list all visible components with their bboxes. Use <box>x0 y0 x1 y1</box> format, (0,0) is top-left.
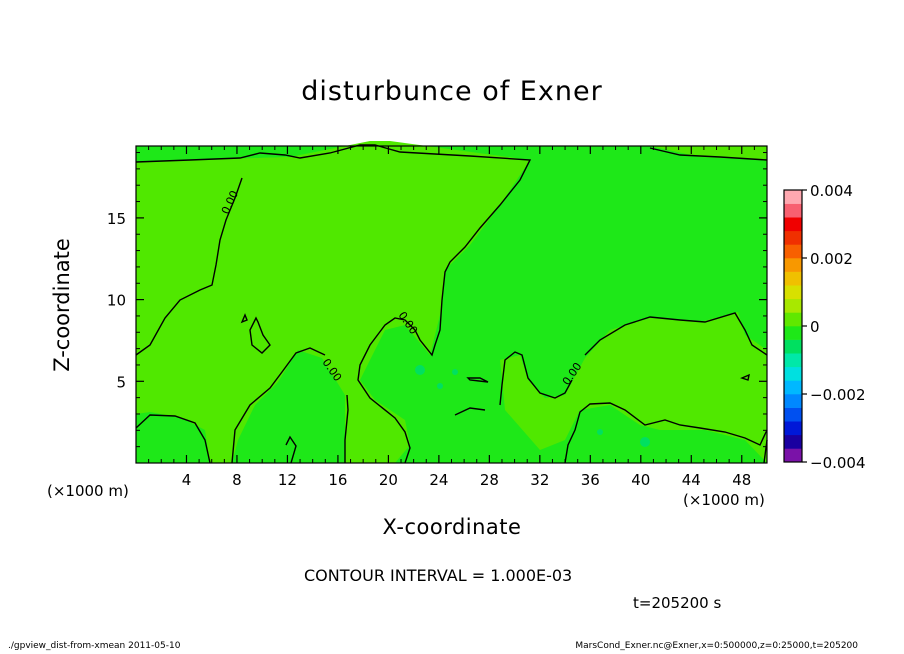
colorbar-swatch <box>784 448 802 463</box>
colorbar-swatch <box>784 421 802 436</box>
x-tick-label: 48 <box>732 471 751 489</box>
time-label: t=205200 s <box>633 594 722 612</box>
field-region-right-top <box>650 146 767 160</box>
x-tick-label: 24 <box>429 471 448 489</box>
colorbar-swatch <box>784 217 802 232</box>
colorbar-swatch <box>784 326 802 340</box>
contour-line <box>249 316 271 354</box>
contour-line <box>240 313 248 324</box>
y-tick-label: 15 <box>107 210 126 228</box>
y-axis-ticks: 5 10 15 <box>107 152 767 448</box>
colorbar-tick-label: −0.004 <box>810 454 866 472</box>
contour-line <box>584 312 768 356</box>
colorbar-tick-label: 0 <box>810 318 820 336</box>
footer-script-info: ./gpview_dist-from-xmean 2011-05-10 <box>8 641 181 651</box>
field-region-right <box>500 312 767 463</box>
colorbar-swatch <box>784 407 802 422</box>
colorbar-swatch <box>784 271 802 286</box>
y-tick-label: 5 <box>116 373 126 391</box>
colorbar-tick-label: −0.002 <box>810 386 866 404</box>
x-unit-label-left: (×1000 m) <box>47 482 129 500</box>
negative-spot <box>415 365 425 375</box>
contour-line <box>564 402 768 464</box>
negative-spot <box>452 369 458 375</box>
contour-interval-label: CONTOUR INTERVAL = 1.000E-03 <box>304 566 573 585</box>
x-tick-label: 28 <box>480 471 499 489</box>
x-tick-label: 40 <box>631 471 650 489</box>
colorbar-swatch <box>784 298 802 313</box>
y-axis-label: Z-coordinate <box>50 238 74 372</box>
contour-line <box>649 147 768 161</box>
contour-line <box>499 351 573 406</box>
y-tick-label: 10 <box>107 292 126 310</box>
field-region-lower-left <box>136 157 290 350</box>
x-unit-label-right: (×1000 m) <box>683 491 765 509</box>
x-tick-label: 20 <box>379 471 398 489</box>
x-tick-label: 8 <box>232 471 242 489</box>
contour-line <box>285 435 297 464</box>
colorbar-tick-label: 0.004 <box>810 182 853 200</box>
contour-line <box>740 373 750 381</box>
colorbar-swatch <box>784 244 802 259</box>
contour-line <box>466 377 489 383</box>
contour-line <box>135 414 211 464</box>
x-tick-label: 16 <box>328 471 347 489</box>
contour-line <box>344 394 349 463</box>
negative-spot <box>640 437 650 447</box>
contour-line <box>454 407 486 416</box>
colorbar-swatch <box>784 258 802 272</box>
x-tick-label: 4 <box>182 471 192 489</box>
chart-title: disturbunce of Exner <box>301 76 603 107</box>
colorbar-swatch <box>784 312 802 327</box>
x-tick-label: 12 <box>278 471 297 489</box>
x-axis-label: X-coordinate <box>382 515 522 539</box>
negative-spot <box>437 383 443 389</box>
colorbar-swatch <box>784 353 802 368</box>
colorbar-swatch <box>784 366 802 381</box>
footer-file-info: MarsCond_Exner.nc@Exner,x=0:500000,z=0:2… <box>575 641 858 651</box>
negative-spot <box>597 429 603 435</box>
colorbar-swatch <box>784 230 802 245</box>
contour-line <box>231 347 326 464</box>
field-region-upper-band <box>136 141 530 463</box>
colorbar-tick-label: 0.002 <box>810 250 853 268</box>
colorbar-swatch <box>784 285 802 300</box>
colorbar: 0.004 0.002 0 −0.002 −0.004 <box>783 182 866 472</box>
contour-line <box>135 144 532 464</box>
colorbar-swatch <box>784 339 802 354</box>
colorbar-swatch <box>784 380 802 395</box>
x-axis-ticks: 4 8 12 16 20 24 28 32 36 40 44 48 <box>148 146 755 489</box>
contour-line <box>135 177 243 356</box>
x-tick-label: 36 <box>581 471 600 489</box>
colorbar-swatch <box>784 394 802 408</box>
x-tick-label: 32 <box>530 471 549 489</box>
x-tick-label: 44 <box>682 471 701 489</box>
contour-lines <box>135 144 768 464</box>
colorbar-swatch <box>784 434 802 449</box>
colorbar-swatch <box>784 203 802 218</box>
colorbar-swatch <box>784 190 802 204</box>
